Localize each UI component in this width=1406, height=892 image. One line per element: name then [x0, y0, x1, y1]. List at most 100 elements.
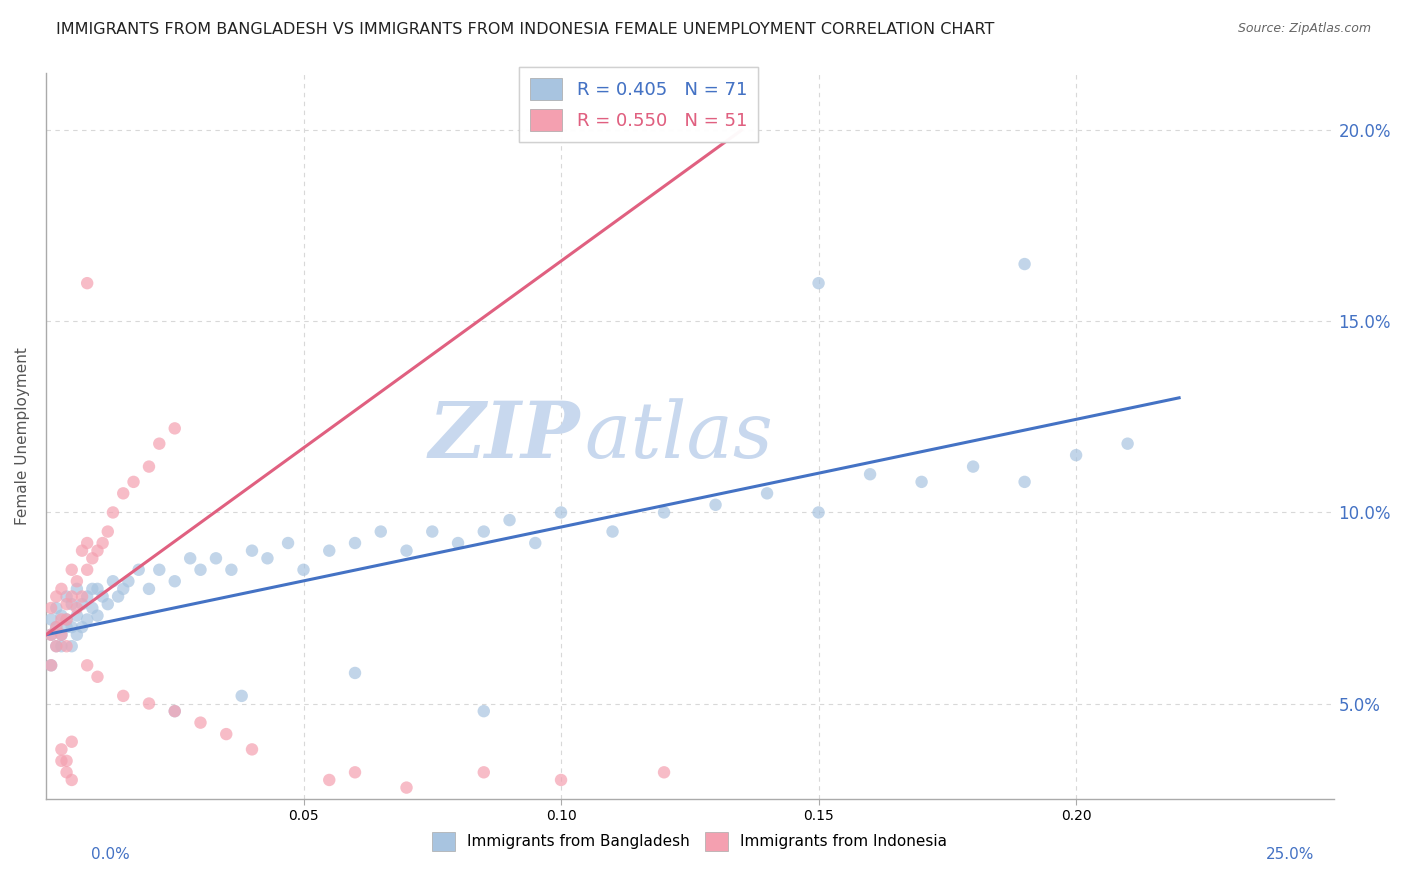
Point: [39, 658, 62, 673]
Point: [55, 639, 77, 653]
Text: Source: ZipAtlas.com: Source: ZipAtlas.com: [1237, 22, 1371, 36]
Point: [205, 551, 228, 566]
Point: [231, 689, 253, 703]
Point: [112, 689, 135, 703]
Point: [45, 639, 67, 653]
Point: [472, 524, 495, 539]
Point: [1064, 448, 1087, 462]
Point: [86, 608, 108, 623]
Point: [66, 574, 89, 589]
Point: [66, 582, 89, 596]
Point: [76, 658, 98, 673]
Point: [97, 524, 120, 539]
Point: [447, 536, 470, 550]
Point: [163, 704, 186, 718]
Point: [343, 665, 366, 680]
Point: [343, 536, 366, 550]
Point: [148, 436, 170, 450]
Point: [66, 608, 89, 623]
Point: [910, 475, 932, 489]
Point: [60, 563, 83, 577]
Point: [86, 543, 108, 558]
Point: [112, 486, 135, 500]
Point: [807, 505, 830, 519]
Point: [86, 582, 108, 596]
Point: [472, 704, 495, 718]
Point: [101, 574, 124, 589]
Point: [550, 772, 572, 787]
Point: [240, 543, 263, 558]
Point: [60, 639, 83, 653]
Point: [86, 670, 108, 684]
Text: atlas: atlas: [585, 398, 773, 475]
Text: ZIP: ZIP: [429, 398, 581, 475]
Point: [163, 704, 186, 718]
Point: [55, 765, 77, 780]
Point: [277, 536, 299, 550]
Point: [39, 658, 62, 673]
Point: [756, 486, 779, 500]
Point: [138, 459, 160, 474]
Point: [117, 574, 139, 589]
Point: [39, 628, 62, 642]
Point: [45, 620, 67, 634]
Point: [51, 628, 73, 642]
Point: [82, 582, 104, 596]
Point: [395, 543, 418, 558]
Point: [60, 735, 83, 749]
Point: [148, 563, 170, 577]
Y-axis label: Female Unemployment: Female Unemployment: [15, 347, 30, 525]
Point: [51, 754, 73, 768]
Point: [51, 582, 73, 596]
Point: [122, 475, 145, 489]
Point: [55, 612, 77, 626]
Point: [45, 639, 67, 653]
Point: [859, 467, 882, 482]
Point: [318, 772, 340, 787]
Point: [39, 628, 62, 642]
Point: [45, 590, 67, 604]
Point: [70, 597, 93, 611]
Point: [343, 765, 366, 780]
Point: [179, 551, 201, 566]
Point: [51, 639, 73, 653]
Point: [1014, 257, 1036, 271]
Point: [163, 421, 186, 435]
Point: [652, 765, 675, 780]
Point: [82, 601, 104, 615]
Point: [82, 551, 104, 566]
Point: [962, 459, 984, 474]
Point: [221, 563, 243, 577]
Point: [138, 697, 160, 711]
Point: [55, 612, 77, 626]
Point: [39, 601, 62, 615]
Point: [51, 608, 73, 623]
Text: 25.0%: 25.0%: [1267, 847, 1315, 862]
Point: [55, 590, 77, 604]
Point: [190, 715, 212, 730]
Point: [1116, 436, 1139, 450]
Point: [60, 590, 83, 604]
Point: [70, 590, 93, 604]
Point: [39, 612, 62, 626]
Point: [704, 498, 727, 512]
Point: [1014, 475, 1036, 489]
Point: [70, 620, 93, 634]
Point: [45, 620, 67, 634]
Text: 0.0%: 0.0%: [91, 847, 131, 862]
Point: [138, 582, 160, 596]
Point: [55, 754, 77, 768]
Point: [66, 628, 89, 642]
Point: [60, 772, 83, 787]
Point: [76, 612, 98, 626]
Point: [101, 505, 124, 519]
Point: [91, 590, 114, 604]
Point: [498, 513, 520, 527]
Point: [240, 742, 263, 756]
Point: [112, 582, 135, 596]
Point: [97, 597, 120, 611]
Point: [550, 505, 572, 519]
Point: [602, 524, 624, 539]
Point: [524, 536, 547, 550]
Point: [51, 628, 73, 642]
